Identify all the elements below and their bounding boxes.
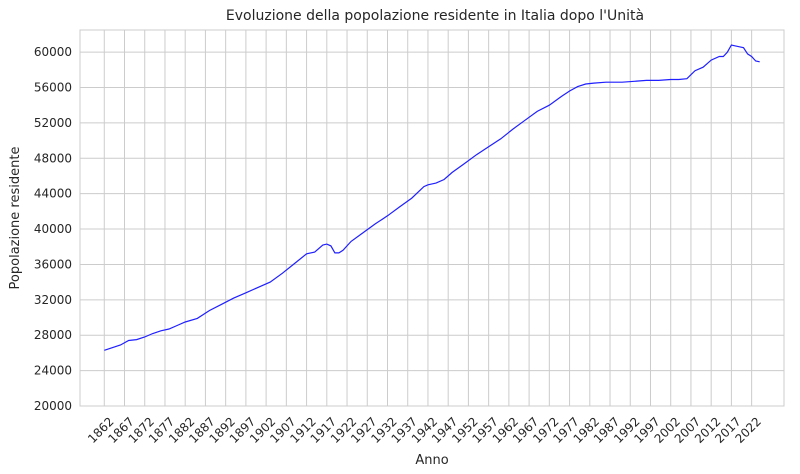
y-tick-labels: 20000 24000 28000 32000 36000 40000 44000 48000… bbox=[34, 45, 72, 413]
y-axis-title: Popolazione residente bbox=[8, 147, 23, 290]
x-tick-labels: 1862186718721877188218871892189719021907… bbox=[85, 414, 764, 445]
x-axis-title: Anno bbox=[415, 453, 448, 468]
y-tick-label: 56000 bbox=[34, 81, 72, 95]
y-tick-label: 28000 bbox=[34, 328, 72, 342]
y-tick-label: 40000 bbox=[34, 222, 72, 236]
x-gridlines bbox=[103, 30, 753, 406]
population-series-line bbox=[104, 44, 760, 351]
y-tick-label: 48000 bbox=[34, 151, 72, 165]
plot-frame bbox=[79, 29, 785, 407]
y-tick-label: 24000 bbox=[34, 364, 72, 378]
series-layer bbox=[104, 44, 760, 351]
y-tick-label: 20000 bbox=[34, 399, 72, 413]
chart-title: Evoluzione della popolazione residente i… bbox=[226, 8, 644, 24]
y-tick-label: 52000 bbox=[34, 116, 72, 130]
y-tick-label: 32000 bbox=[34, 293, 72, 307]
y-tick-label: 60000 bbox=[34, 45, 72, 59]
y-tick-label: 36000 bbox=[34, 257, 72, 271]
y-tick-label: 44000 bbox=[34, 187, 72, 201]
